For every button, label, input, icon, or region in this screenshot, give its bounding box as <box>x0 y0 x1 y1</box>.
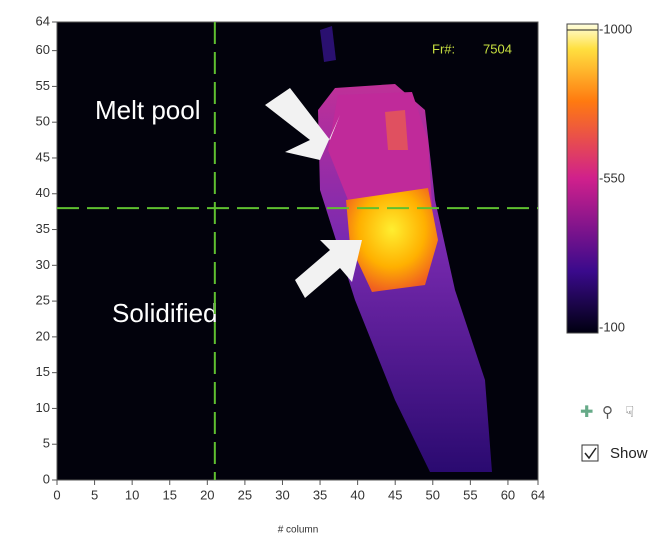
arrow <box>295 240 362 298</box>
y-tick-label: 40 <box>36 185 50 200</box>
image-plot: Fr#: 7504 Melt pool Solidified <box>57 22 538 480</box>
y-tick-label: 20 <box>36 328 50 343</box>
annotation: Melt pool <box>95 95 201 125</box>
colorbar-tick-label: -100 <box>599 319 625 334</box>
annotation: Solidified <box>112 298 218 328</box>
arrow <box>265 88 340 160</box>
y-tick-label: 55 <box>36 78 50 93</box>
checkbox[interactable] <box>581 444 599 462</box>
x-tick-label: 5 <box>91 487 98 502</box>
x-tick-label: 30 <box>275 487 289 502</box>
colorbar-tick-label: -550 <box>599 170 625 185</box>
x-tick-label: 40 <box>350 487 364 502</box>
hot-spot <box>385 110 408 150</box>
x-tick-label: 15 <box>163 487 177 502</box>
x-tick-label: 55 <box>463 487 477 502</box>
x-tick-label: 50 <box>426 487 440 502</box>
hot-region <box>346 188 438 292</box>
y-tick-label: 15 <box>36 364 50 379</box>
x-tick-label: 60 <box>501 487 515 502</box>
x-tick-label: 10 <box>125 487 139 502</box>
tool-icon[interactable]: ⚲ <box>602 404 613 421</box>
checkbox-label[interactable]: Show <box>610 445 648 462</box>
y-tick-label: 64 <box>36 13 50 28</box>
toolbar: ✚ ⚲ ☟ <box>580 404 634 421</box>
y-tick-label: 60 <box>36 42 50 57</box>
tool-icon[interactable]: ☟ <box>625 404 634 421</box>
y-tick-label: 35 <box>36 221 50 236</box>
y-tick-label: 10 <box>36 400 50 415</box>
colorbar-tick-label: -1000 <box>599 21 632 36</box>
checkmark <box>584 447 597 460</box>
y-tick-label: 30 <box>36 257 50 272</box>
y-tick-label: 0 <box>43 471 50 486</box>
frame-number: 7504 <box>483 41 512 56</box>
y-tick-label: 50 <box>36 114 50 129</box>
x-tick-label: 25 <box>238 487 252 502</box>
x-tick-label: 35 <box>313 487 327 502</box>
x-tick-label: 45 <box>388 487 402 502</box>
x-tick-label: 20 <box>200 487 214 502</box>
x-tick-label: 64 <box>531 487 545 502</box>
hot-spot <box>320 26 336 62</box>
plot-frame <box>56 21 539 481</box>
x-axis-label: # column <box>278 525 319 536</box>
frame-label: Fr#: <box>432 41 455 56</box>
x-tick-label: 0 <box>53 487 60 502</box>
y-tick-label: 5 <box>43 436 50 451</box>
y-tick-label: 45 <box>36 149 50 164</box>
melt-pool-region <box>328 92 432 210</box>
y-tick-label: 25 <box>36 293 50 308</box>
tool-icon[interactable]: ✚ <box>580 404 593 421</box>
colorbar <box>566 23 599 334</box>
